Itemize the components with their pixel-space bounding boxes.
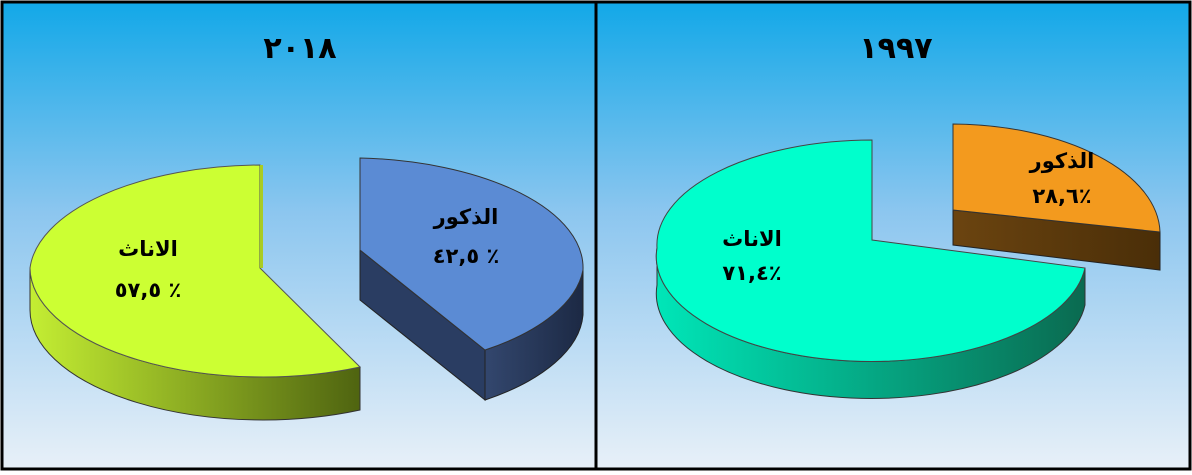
slice-value-2018-male: ٤٢,٥ ٪ <box>433 244 500 268</box>
slice-label-1997-female: الاناث <box>722 227 782 251</box>
pie-slice-1997-male <box>952 123 1161 271</box>
slice-label-2018-male: الذكور <box>433 205 499 229</box>
slice-value-2018-female: ٥٧,٥ ٪ <box>115 278 182 302</box>
slice-value-1997-female: ٧١,٤٪ <box>722 261 781 285</box>
slice-value-1997-male: ٢٨,٦٪ <box>1032 184 1091 208</box>
pie-slice-1997-female <box>655 139 1086 399</box>
chart-title-2018: ٢٠١٨ <box>263 31 336 66</box>
slice-label-1997-male: الذكور <box>1029 149 1095 173</box>
slice-label-2018-female: الاناث <box>118 237 178 261</box>
chart-title-1997: ١٩٩٧ <box>859 31 932 66</box>
pie-slice-2018-female <box>29 164 362 421</box>
pie-slice-2018-male <box>359 157 584 402</box>
